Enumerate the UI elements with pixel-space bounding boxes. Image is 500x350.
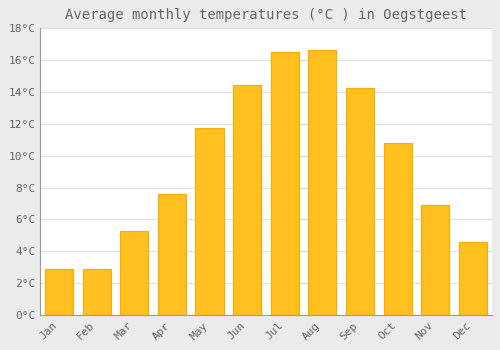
Bar <box>120 231 148 315</box>
Bar <box>308 50 336 315</box>
Bar <box>270 52 299 315</box>
Bar <box>196 128 224 315</box>
Bar <box>233 85 261 315</box>
Bar <box>458 242 487 315</box>
Bar <box>82 269 110 315</box>
Bar <box>346 89 374 315</box>
Bar <box>158 194 186 315</box>
Bar <box>45 269 73 315</box>
Bar <box>384 143 411 315</box>
Bar <box>421 205 450 315</box>
Title: Average monthly temperatures (°C ) in Oegstgeest: Average monthly temperatures (°C ) in Oe… <box>65 8 467 22</box>
